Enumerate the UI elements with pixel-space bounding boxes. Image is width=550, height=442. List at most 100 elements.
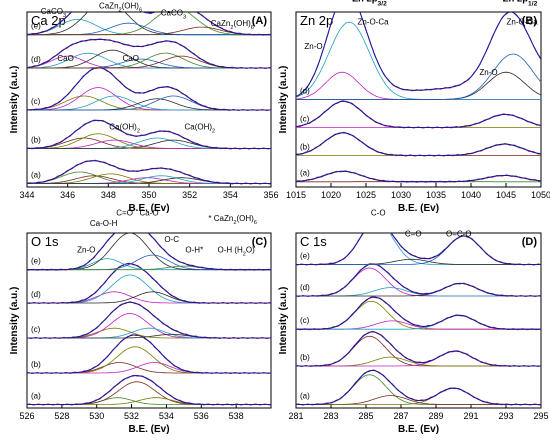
x-axis-title: B.E. (Ev) [398, 203, 439, 214]
annotation-text: Ca-O [139, 209, 158, 218]
annotation: O-H* [185, 245, 203, 254]
x-tick-label: 283 [323, 411, 338, 421]
x-tick-label: 1020 [321, 190, 341, 200]
x-tick-label: 356 [263, 190, 278, 200]
component-peak [27, 133, 271, 149]
annotation-text: O-C [164, 235, 179, 244]
x-tick-label: 1025 [356, 190, 376, 200]
x-tick-label: 289 [428, 411, 443, 421]
envelope-trace [27, 263, 271, 304]
component-peak [27, 139, 271, 149]
trace-label: (c) [31, 325, 41, 334]
annotation-subscript: 6 [254, 220, 257, 226]
component-peak [27, 258, 271, 271]
x-tick-label: 285 [358, 411, 373, 421]
component-peak [296, 71, 541, 100]
annotation-subscript: 2 [137, 128, 140, 134]
annotation-text: C=O [116, 209, 133, 218]
annotation: Zn 2p3/2 [352, 0, 387, 7]
annotation-subscript: 2 [243, 251, 246, 257]
envelope-trace [27, 160, 271, 185]
envelope-trace [296, 12, 541, 97]
annotation-text: Ca-O-H [90, 219, 118, 228]
annotation: C=O [116, 209, 133, 218]
raw-trace [27, 159, 271, 185]
panel-zn2p: 1015 1020 1025 1030 1035 1040 1045 1050 B.E. (Ev… [278, 0, 550, 214]
annotation: Ca-O-H [90, 219, 118, 228]
x-tick-label: 291 [463, 411, 478, 421]
x-tick-label: 1015 [286, 190, 306, 200]
annotation: C=O [405, 230, 422, 239]
annotation-subscript: 2 [212, 128, 215, 134]
component-peak [296, 21, 541, 100]
panel-letter: (D) [522, 236, 538, 248]
trace-label: (d) [300, 283, 310, 292]
x-tick-label: 536 [194, 411, 209, 421]
annotation-text: O=C-O [446, 230, 472, 239]
annotation: O=C-O [446, 230, 472, 239]
plot-frame [26, 232, 272, 409]
raw-trace [296, 263, 541, 298]
panel-ca2p: 344 346 348 350 352 354 356 B.E. (Ev) Intensity … [9, 2, 279, 215]
annotation-tail: (OH) [122, 2, 140, 11]
annotation: Zn-O [304, 42, 322, 51]
annotation-text: Zn 2p [503, 0, 529, 5]
annotation: CaO [122, 54, 138, 63]
raw-trace [27, 334, 271, 375]
annotation: Zn-O-Ca [507, 17, 539, 26]
envelope-trace [296, 263, 541, 297]
annotation-text: Zn-O-Ca [357, 17, 389, 26]
trace-label: (e) [300, 251, 310, 260]
x-tick-label: 534 [159, 411, 174, 421]
component-peak [296, 175, 541, 183]
annotation-text: CaCO [161, 9, 183, 18]
panel-title: Zn 2p [300, 13, 333, 28]
trace-label: (d) [31, 290, 41, 299]
y-axis-title: Intensity (a.u.) [278, 66, 289, 134]
annotation: Ca(OH)2 [184, 122, 215, 134]
plot-frame [295, 232, 542, 409]
component-peak [296, 143, 541, 156]
annotation-subscript: 6 [251, 25, 254, 31]
annotation: Zn-O [479, 68, 497, 77]
envelope-trace [27, 334, 271, 374]
annotation-text: O-H (H [217, 245, 243, 254]
x-tick-label: 1030 [391, 190, 411, 200]
x-axis-title: B.E. (Ev) [128, 203, 169, 214]
trace-label: (a) [31, 170, 41, 179]
component-peak [296, 53, 541, 100]
trace-label: (c) [300, 114, 310, 123]
annotation-text: Ca(OH) [109, 122, 137, 131]
trace-label: (e) [31, 257, 41, 266]
y-axis-title: Intensity (a.u.) [278, 287, 289, 355]
x-tick-label: 295 [533, 411, 548, 421]
panel-title: C 1s [300, 234, 327, 249]
trace-label: (e) [31, 22, 41, 31]
annotation-text: CaZn [99, 2, 119, 11]
annotation: Zn-O-Ca [357, 17, 389, 26]
component-peak [296, 287, 541, 297]
panel-letter: (A) [252, 15, 268, 27]
traces-group [27, 233, 271, 406]
envelope-trace [27, 12, 271, 36]
component-peak [27, 274, 271, 304]
envelope-trace [27, 301, 271, 339]
annotation-subscript: 6 [139, 8, 142, 14]
envelope-trace [296, 100, 541, 129]
annotation-text: C-O [371, 209, 386, 218]
annotation-subscript: 2 [119, 8, 122, 14]
component-peak [27, 254, 271, 271]
envelope-trace [27, 67, 271, 111]
component-peak [27, 291, 271, 304]
x-tick-label: 287 [393, 411, 408, 421]
component-peak [27, 177, 271, 184]
component-peak [27, 313, 271, 339]
component-peak [27, 381, 271, 405]
envelope-trace [296, 296, 541, 330]
annotation-text: Zn-O [304, 42, 322, 51]
envelope-trace [296, 331, 541, 367]
trace-label: (a) [300, 391, 310, 400]
annotation-text: Zn-O [77, 245, 95, 254]
trace-label: (b) [31, 360, 41, 369]
annotation-subscript: 2 [230, 25, 233, 31]
